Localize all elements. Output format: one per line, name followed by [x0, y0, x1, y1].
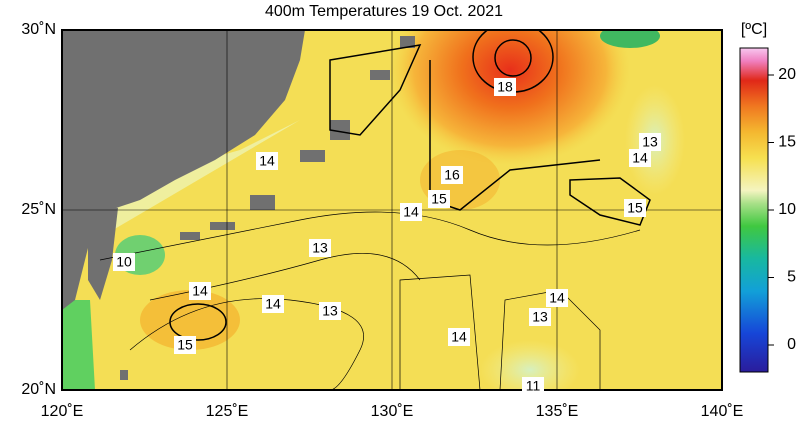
colorbar-unit: [ºC] [741, 21, 767, 38]
contour-label-box [624, 199, 646, 217]
lat-tick-label: 30˚N [21, 21, 56, 38]
colorbar-tick-label: 10 [778, 201, 796, 218]
contour-label: 14 [451, 329, 467, 345]
contour-label: 15 [431, 191, 447, 207]
contour-label: 15 [177, 337, 193, 353]
cold-patch [600, 30, 660, 48]
contour-label-box [400, 203, 422, 221]
contour-label: 18 [497, 79, 513, 95]
colorbar-tick-label: 20 [778, 66, 796, 83]
contour-label-box [629, 149, 651, 167]
cool-patch [480, 340, 580, 390]
contour-label: 16 [444, 167, 460, 183]
contour-label-box [639, 133, 661, 151]
colorbar [739, 47, 769, 373]
lon-tick-label: 120˚E [41, 403, 84, 420]
title: 400m Temperatures 19 Oct. 2021 [265, 3, 503, 20]
contour-label-box [448, 328, 470, 346]
warm-eddy [390, 30, 630, 165]
map-frame [61, 29, 723, 391]
land-taiwan [88, 205, 118, 300]
contour-label-box [256, 152, 278, 170]
lon-tick-label: 130˚E [371, 403, 414, 420]
contour-label-box [309, 239, 331, 257]
contour-label-box [546, 289, 568, 307]
lon-tick-label: 135˚E [536, 403, 579, 420]
contour-label: 14 [403, 204, 419, 220]
contour-label: 14 [265, 296, 281, 312]
colorbar-tick-label: 0 [787, 336, 796, 353]
islands [120, 36, 415, 380]
contour-label-box [113, 253, 135, 271]
contour-label-box [522, 377, 544, 395]
contour-label: 10 [116, 254, 132, 270]
contour-label-box [428, 190, 450, 208]
lon-tick-label: 125˚E [206, 403, 249, 420]
colorbar-tick-label: 15 [778, 134, 796, 151]
contour-label: 13 [642, 134, 658, 150]
lon-tick-label: 140˚E [701, 403, 744, 420]
contour-label-box [174, 336, 196, 354]
contour-label-box [189, 282, 211, 300]
contour-label: 14 [192, 283, 208, 299]
contour-label: 11 [526, 378, 541, 394]
contour-label: 14 [259, 153, 275, 169]
contour-label-box [319, 302, 341, 320]
contour-label: 15 [627, 200, 643, 216]
contour-label-box [441, 166, 463, 184]
lat-tick-label: 20˚N [21, 381, 56, 398]
contour-label-box [494, 78, 516, 96]
contour-label: 13 [532, 309, 548, 325]
contour-label-box [529, 308, 551, 326]
contour-label-box [262, 295, 284, 313]
cold-coastal [62, 300, 95, 390]
colorbar-tick-label: 5 [787, 269, 796, 286]
contour-label: 13 [322, 303, 338, 319]
lat-tick-label: 25˚N [21, 201, 56, 218]
contour-label: 14 [632, 150, 648, 166]
contour-label: 14 [549, 290, 565, 306]
land-mainland [62, 30, 305, 310]
shelf-water [62, 120, 300, 260]
contour-label: 13 [312, 240, 328, 256]
